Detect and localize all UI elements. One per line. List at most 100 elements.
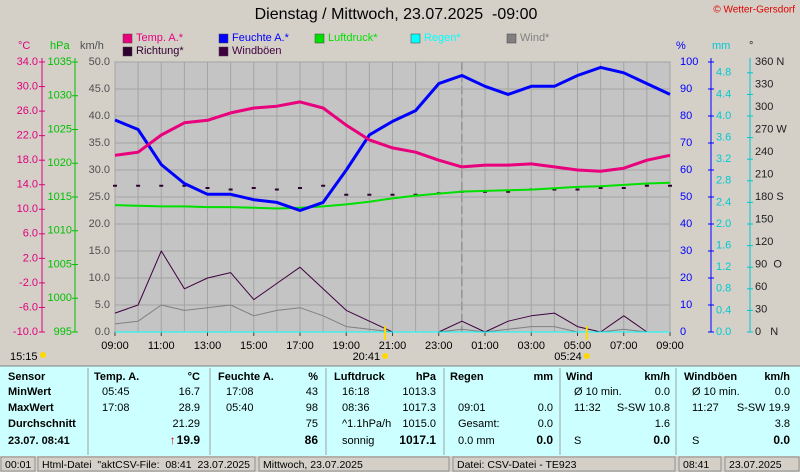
y-tick-label: -10.0	[13, 326, 38, 338]
y-tick-label: 1025	[48, 123, 72, 135]
legend-label: Feuchte A.*	[232, 32, 290, 44]
y-tick-label: -6.0	[19, 301, 38, 313]
y-tick-label: 60	[680, 164, 692, 176]
status-cell	[258, 456, 450, 472]
y-tick-label: 15.0	[89, 245, 110, 257]
direction-dot	[344, 193, 349, 196]
sun-icon	[583, 353, 590, 359]
column-title: Feuchte A.	[218, 371, 274, 383]
column-title: Temp. A.	[94, 371, 139, 383]
cell-value: 16.7	[179, 386, 200, 398]
y-tick-label: 120	[755, 236, 773, 248]
direction-dot	[182, 184, 187, 187]
direction-dot	[668, 184, 672, 187]
column-title: Sensor	[8, 371, 46, 383]
cell-note: Gesamt:	[458, 418, 500, 430]
status-cell	[724, 456, 800, 472]
x-tick-label: 11:00	[148, 340, 175, 352]
cell-value: 1013.3	[402, 386, 436, 398]
cell-note: 05:45	[102, 386, 130, 398]
status-text: 08:41	[683, 459, 709, 471]
y-tick-label: 995	[54, 326, 72, 338]
cell-value: S-SW 19.9	[737, 402, 790, 414]
cell-value: 0.0	[536, 433, 553, 447]
cell-note: sonnig	[342, 435, 374, 447]
cell-value: 3.8	[775, 418, 790, 430]
axis-unit: mm	[712, 40, 730, 52]
title: Dienstag / Mittwoch, 23.07.2025 -09:00	[255, 6, 538, 23]
y-tick-label: 22.0	[17, 130, 38, 142]
direction-dot	[506, 190, 511, 193]
cell-note: 09:01	[458, 402, 486, 414]
cell-note: 16:18	[342, 386, 370, 398]
cell-value: 43	[306, 386, 318, 398]
y-tick-label: 2.0	[716, 218, 731, 230]
legend-label: Windböen	[232, 45, 282, 57]
y-tick-label: 20	[680, 272, 692, 284]
axis-unit: %	[676, 40, 686, 52]
cell-value: 19.9	[177, 433, 201, 447]
column-unit: °C	[188, 371, 200, 383]
cell-value: S-SW 10.8	[617, 402, 670, 414]
cell-note: 11:27	[692, 402, 719, 414]
y-tick-label: 180 S	[755, 191, 784, 203]
y-tick-label: 50.0	[89, 56, 110, 68]
status-bar	[0, 456, 800, 472]
y-tick-label: 1030	[48, 90, 72, 102]
cell-value: 0.0	[538, 402, 553, 414]
cell-note: S	[692, 435, 699, 447]
y-tick-label: 40.0	[89, 110, 110, 122]
direction-dot	[298, 187, 302, 189]
y-tick-label: 5.0	[95, 299, 110, 311]
moon-icon	[40, 352, 46, 358]
y-tick-label: 3.6	[716, 132, 731, 144]
y-tick-label: 40	[680, 218, 692, 230]
column-title: Regen	[450, 371, 484, 383]
cell-value: 86	[305, 433, 319, 447]
y-tick-label: 70	[680, 137, 692, 149]
cell-note: 0.0 mm	[458, 435, 495, 447]
x-tick-label: 09:00	[101, 340, 129, 352]
series-line	[114, 181, 671, 210]
x-tick-label: 05:00	[564, 340, 592, 352]
series-line	[114, 65, 671, 212]
table-background	[0, 366, 800, 456]
y-tick-label: 18.0	[17, 154, 38, 166]
row-label: MinWert	[8, 386, 52, 398]
y-tick-label: 1000	[48, 292, 72, 304]
y-tick-label: 210	[755, 168, 773, 180]
column-unit: %	[308, 371, 318, 383]
y-tick-label: 25.0	[89, 191, 110, 203]
y-tick-label: 360 N	[755, 56, 784, 68]
legend-swatch	[122, 46, 133, 57]
trend-arrow: ↑	[170, 433, 176, 447]
y-tick-label: 4.4	[716, 88, 731, 100]
y-tick-label: 100	[680, 56, 698, 68]
y-tick-label: 1035	[48, 56, 72, 68]
y-tick-label: 240	[755, 146, 773, 158]
column-unit: km/h	[644, 371, 670, 383]
y-tick-label: 1005	[48, 258, 72, 270]
direction-dot	[575, 188, 580, 191]
axis-unit: km/h	[80, 40, 104, 52]
row-label: 23.07. 08:41	[8, 435, 70, 447]
status-cell	[0, 456, 36, 472]
copyright: © Wetter-Gersdorf	[713, 5, 795, 16]
direction-dot	[274, 188, 279, 191]
direction-dot	[367, 193, 372, 196]
y-tick-label: 60	[755, 281, 767, 293]
y-tick-label: 30.0	[89, 164, 110, 176]
moon-label: 15:15	[10, 351, 38, 363]
y-tick-label: 4.8	[716, 67, 731, 79]
direction-dot	[552, 188, 557, 191]
direction-dot	[228, 188, 233, 191]
status-text: Html-Datei "aktCSV-File: 08:41 23.07.202…	[42, 459, 250, 471]
y-tick-label: 1010	[48, 225, 72, 237]
cell-note: 08:36	[342, 402, 370, 414]
direction-dot	[113, 184, 117, 187]
cell-value: 98	[306, 402, 318, 414]
cell-value: 0.0	[775, 386, 790, 398]
x-tick-label: 07:00	[610, 340, 638, 352]
legend-swatch	[218, 33, 229, 44]
